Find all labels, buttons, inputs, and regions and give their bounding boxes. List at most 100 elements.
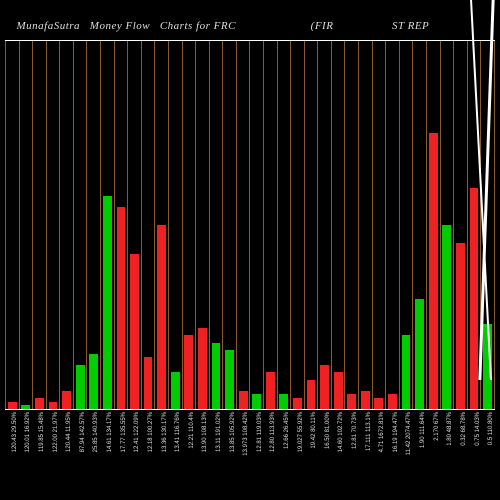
bar (35, 398, 44, 409)
bar (62, 391, 71, 409)
x-axis-tick-label: 14.61 134.17% (100, 412, 114, 497)
bar (279, 394, 288, 409)
bar (198, 328, 207, 409)
bar (157, 225, 166, 409)
bar (89, 354, 98, 409)
bar-slot (20, 41, 34, 409)
x-axis-tick-label: 120.01 16.92% (19, 412, 33, 497)
bar-slot (169, 41, 183, 409)
bar-slot (101, 41, 115, 409)
bar (456, 243, 465, 409)
x-axis-tick-label: 122.00 21.97% (46, 412, 60, 497)
x-axis-tick-label: 1.80 48.87% (441, 412, 455, 497)
bar (8, 402, 17, 409)
x-axis-tick-label: 119.85 15.48% (32, 412, 46, 497)
bar-slot (5, 41, 20, 409)
bar (252, 394, 261, 409)
bar-slot (33, 41, 47, 409)
x-axis-tick-label: 12.80 113.93% (264, 412, 278, 497)
bar-slot (250, 41, 264, 409)
x-axis-tick-label: 25.85 140.93% (87, 412, 101, 497)
bar-slot (305, 41, 319, 409)
x-axis-tick-label: 0.5 110.80% (481, 412, 495, 497)
bar-slot (373, 41, 387, 409)
bar-slot (400, 41, 414, 409)
x-axis-tick-label: 12.18 100.27% (141, 412, 155, 497)
chart-title: MunafaSutra Money Flow Charts for FRC (F… (10, 8, 500, 32)
bar (429, 133, 438, 409)
bar-slot (454, 41, 468, 409)
bar-slot (210, 41, 224, 409)
x-axis-tick-label: 12.41 122.09% (127, 412, 141, 497)
x-axis-tick-label: 17.77 135.55% (114, 412, 128, 497)
x-axis-tick-label: 13.36 130.17% (155, 412, 169, 497)
x-axis-tick-label: 12.21 110.4% (182, 412, 196, 497)
x-axis-tick-label: 12.66 26.45% (277, 412, 291, 497)
bar (307, 380, 316, 409)
x-axis-tick-label: 14.60 102.72% (332, 412, 346, 497)
x-axis-tick-label: 17.111 113.1% (359, 412, 373, 497)
bar-slot (332, 41, 346, 409)
x-axis-tick-label: 4.71 1672.81% (372, 412, 386, 497)
bars-container (5, 41, 495, 409)
bar-slot (223, 41, 237, 409)
bar (293, 398, 302, 409)
x-axis-tick-label: 19.42 80.11% (304, 412, 318, 497)
bar-slot (345, 41, 359, 409)
x-axis-tick-label: 16.19 194.47% (386, 412, 400, 497)
bar-slot (278, 41, 292, 409)
bar-slot (74, 41, 88, 409)
x-axis-tick-label: 87.94 142.57% (73, 412, 87, 497)
bar-slot (142, 41, 156, 409)
x-axis-tick-label: 19.027 55.92% (291, 412, 305, 497)
bar (49, 402, 58, 409)
x-axis-tick-label: 13.973 108.42% (236, 412, 250, 497)
bar (144, 357, 153, 409)
bar-slot (427, 41, 441, 409)
chart-plot-area (5, 40, 495, 410)
bar-slot (291, 41, 305, 409)
x-axis-tick-label: 12.81 119.03% (250, 412, 264, 497)
bar-slot (183, 41, 197, 409)
bar (171, 372, 180, 409)
x-axis-tick-label: 13.41 116.76% (168, 412, 182, 497)
bar (117, 207, 126, 409)
bar-slot (318, 41, 332, 409)
bar (334, 372, 343, 409)
bar (374, 398, 383, 409)
x-axis-tick-label: 2.170 67% (427, 412, 441, 497)
x-axis-tick-label: 13.11 191.02% (209, 412, 223, 497)
bar (130, 254, 139, 409)
bar (225, 350, 234, 409)
bar-slot (264, 41, 278, 409)
bar (21, 405, 30, 409)
x-axis-tick-label: 1.90 111.64% (413, 412, 427, 497)
bar-slot (237, 41, 251, 409)
bar-slot (47, 41, 61, 409)
bar (184, 335, 193, 409)
bar-slot (386, 41, 400, 409)
bar-slot (413, 41, 427, 409)
bar-slot (60, 41, 74, 409)
bar-slot (87, 41, 101, 409)
x-axis-tick-label: 120.44 11.95% (59, 412, 73, 497)
bar (103, 196, 112, 409)
x-axis-tick-label: 12.81 70.73% (345, 412, 359, 497)
x-axis-tick-label: 13.85 105.92% (223, 412, 237, 497)
bar (266, 372, 275, 409)
bar (76, 365, 85, 409)
bar (320, 365, 329, 409)
bar-slot (441, 41, 455, 409)
x-axis-tick-label: 120.43 29.50% (5, 412, 19, 497)
bar (361, 391, 370, 409)
bar (402, 335, 411, 409)
bar (239, 391, 248, 409)
x-axis-tick-label: 13.90 108.13% (196, 412, 210, 497)
bar (347, 394, 356, 409)
x-axis-tick-label: 0.32 68.78% (454, 412, 468, 497)
bar-slot (115, 41, 129, 409)
bar (388, 394, 397, 409)
bar-slot (155, 41, 169, 409)
bar (470, 188, 479, 409)
bar (415, 299, 424, 409)
